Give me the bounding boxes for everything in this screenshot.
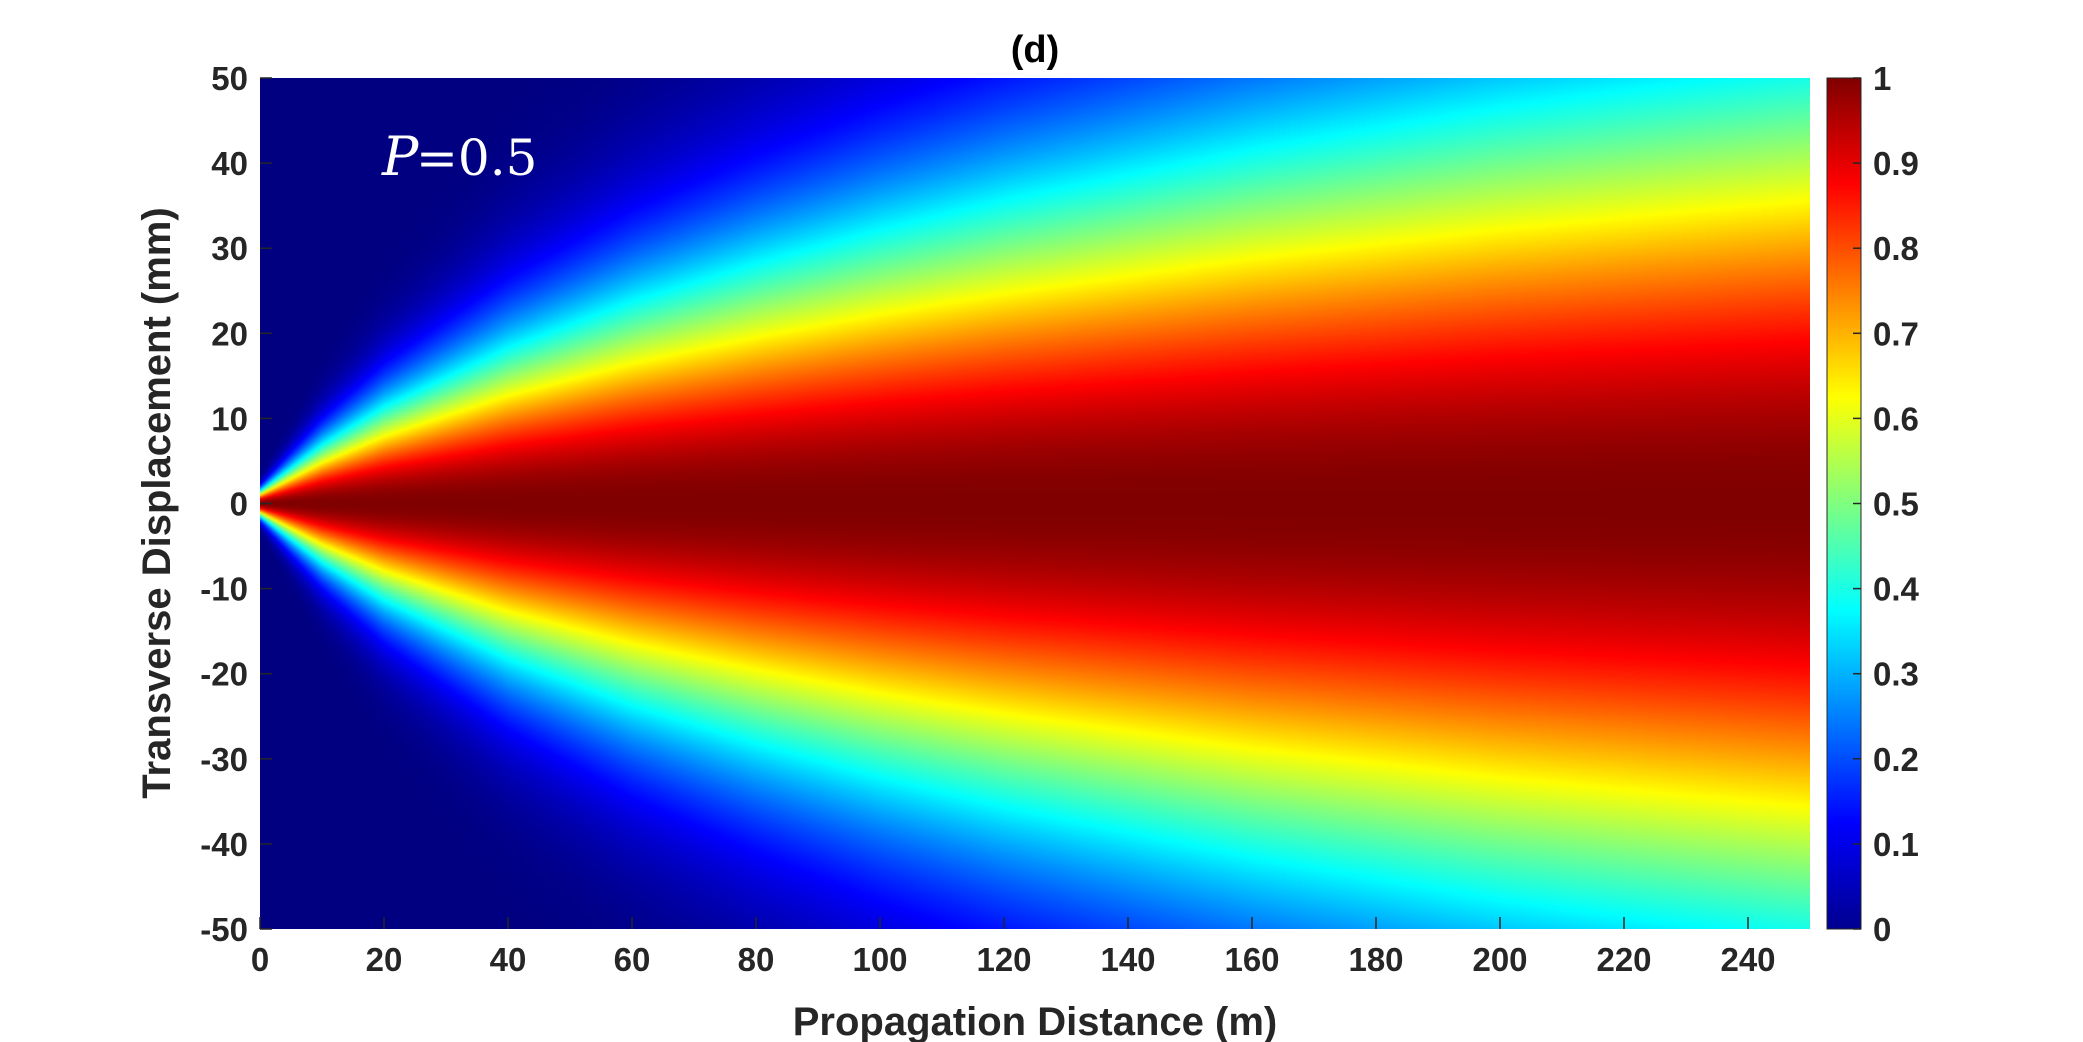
x-tick-label: 80 <box>738 941 775 978</box>
y-axis-ticks: -50 -40 -30 -20 -10 0 10 20 30 40 50 <box>200 60 272 948</box>
colorbar-tick-label: 0.8 <box>1873 230 1919 267</box>
y-tick-label: -50 <box>200 911 248 948</box>
colorbar-tick-label: 1 <box>1873 60 1891 97</box>
annotation-symbol: P <box>381 125 420 188</box>
y-tick-label: 10 <box>211 400 248 437</box>
x-tick-label: 0 <box>251 941 269 978</box>
colorbar: 0 0.1 0.2 0.3 0.4 0.5 0.6 0.7 0.8 0.9 1 <box>1826 60 1920 948</box>
x-tick-label: 40 <box>490 941 527 978</box>
colorbar-tick-label: 0 <box>1873 911 1891 948</box>
colorbar-tick-label: 0.1 <box>1873 826 1919 863</box>
annotation-label: P =0.5 <box>381 125 537 188</box>
y-tick-label: -20 <box>200 656 248 693</box>
x-tick-label: 180 <box>1348 941 1403 978</box>
x-tick-label: 220 <box>1596 941 1651 978</box>
colorbar-tick-label: 0.5 <box>1873 486 1919 523</box>
plot-area <box>260 78 1810 929</box>
x-axis-ticks: 0 20 40 60 80 100 120 140 160 180 200 220 240 <box>251 917 1776 978</box>
y-tick-label: 0 <box>230 486 248 523</box>
y-tick-label: 40 <box>211 145 248 182</box>
y-tick-label: 30 <box>211 230 248 267</box>
x-tick-label: 160 <box>1224 941 1279 978</box>
y-tick-label: -10 <box>200 571 248 608</box>
y-axis-label: Transverse Displacement (mm) <box>135 207 179 798</box>
annotation-value: =0.5 <box>416 129 537 187</box>
colorbar-tick-label: 0.7 <box>1873 315 1919 352</box>
chart-title: (d) <box>1011 29 1060 71</box>
x-tick-label: 60 <box>614 941 651 978</box>
colorbar-tick-label: 0.3 <box>1873 656 1919 693</box>
y-tick-label: -40 <box>200 826 248 863</box>
colorbar-tick-label: 0.9 <box>1873 145 1919 182</box>
y-tick-label: -30 <box>200 741 248 778</box>
x-tick-label: 140 <box>1100 941 1155 978</box>
heatmap-image <box>260 78 1810 929</box>
x-tick-label: 100 <box>852 941 907 978</box>
x-axis-label: Propagation Distance (m) <box>793 1000 1278 1042</box>
x-tick-label: 200 <box>1472 941 1527 978</box>
x-tick-label: 240 <box>1720 941 1775 978</box>
colorbar-tick-label: 0.6 <box>1873 400 1919 437</box>
x-tick-label: 20 <box>366 941 403 978</box>
colorbar-tick-label: 0.4 <box>1873 571 1920 608</box>
y-tick-label: 20 <box>211 315 248 352</box>
colorbar-tick-label: 0.2 <box>1873 741 1919 778</box>
colorbar-ticks: 0 0.1 0.2 0.3 0.4 0.5 0.6 0.7 0.8 0.9 1 <box>1853 60 1920 948</box>
x-tick-label: 120 <box>976 941 1031 978</box>
y-tick-label: 50 <box>211 60 248 97</box>
